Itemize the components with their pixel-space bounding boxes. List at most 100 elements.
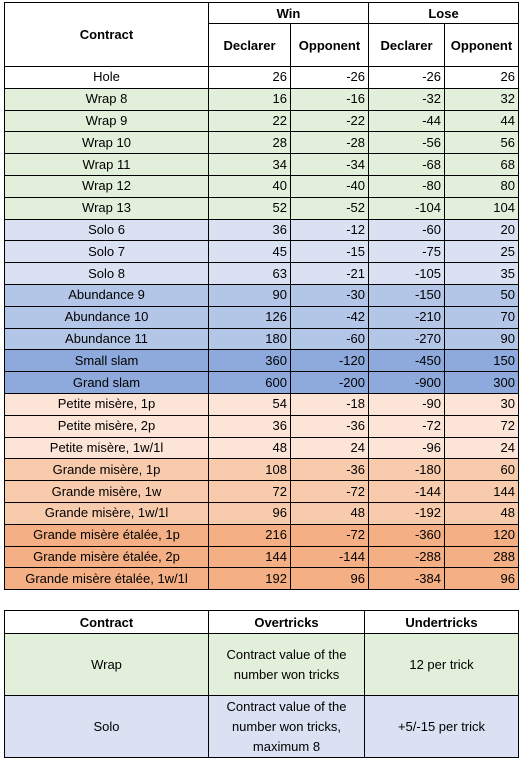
win-declarer-header: Declarer	[208, 23, 291, 67]
lose-declarer-header: Declarer	[368, 23, 445, 67]
tricks-table-body: Wrap Contract value of the number won tri…	[4, 633, 519, 758]
table-row: Wrap 12 40 -40 -80 80	[4, 174, 519, 198]
lose-declarer-value: -72	[368, 414, 445, 438]
win-opponent-value: -120	[290, 349, 369, 373]
win-opponent-value: -16	[290, 87, 369, 111]
lose-opponent-value: 50	[444, 283, 519, 307]
win-declarer-value: 52	[208, 196, 291, 220]
contract-name: Wrap 8	[4, 87, 209, 111]
lose-opponent-value: 80	[444, 174, 519, 198]
lose-declarer-value: -60	[368, 218, 445, 242]
win-declarer-value: 108	[208, 458, 291, 482]
win-declarer-value: 96	[208, 501, 291, 525]
contract-name: Wrap 9	[4, 109, 209, 133]
table-row: Wrap Contract value of the number won tri…	[4, 633, 519, 696]
contract-name: Petite misère, 2p	[4, 414, 209, 438]
lose-opponent-value: 288	[444, 545, 519, 569]
contract-name: Solo 7	[4, 240, 209, 264]
win-declarer-value: 36	[208, 218, 291, 242]
win-opponent-value: -144	[290, 545, 369, 569]
lose-declarer-value: -450	[368, 349, 445, 373]
win-opponent-value: -12	[290, 218, 369, 242]
contract-name: Grande misère étalée, 1w/1l	[4, 567, 209, 591]
table-row: Solo 6 36 -12 -60 20	[4, 218, 519, 242]
contract-name: Wrap 13	[4, 196, 209, 220]
win-declarer-value: 28	[208, 131, 291, 155]
lose-opponent-value: 35	[444, 262, 519, 285]
win-opponent-value: -200	[290, 371, 369, 394]
win-opponent-value: -28	[290, 131, 369, 155]
lose-declarer-value: -105	[368, 262, 445, 285]
table-row: Grande misère étalée, 1p 216 -72 -360 120	[4, 523, 519, 547]
contract-name: Abundance 11	[4, 327, 209, 351]
lose-declarer-value: -80	[368, 174, 445, 198]
win-opponent-value: -34	[290, 153, 369, 176]
win-declarer-value: 72	[208, 480, 291, 503]
win-opponent-value: -60	[290, 327, 369, 351]
contract-name: Grande misère étalée, 2p	[4, 545, 209, 569]
win-declarer-value: 36	[208, 414, 291, 438]
win-opponent-value: -15	[290, 240, 369, 264]
lose-opponent-value: 300	[444, 371, 519, 394]
contract-name: Grande misère, 1p	[4, 458, 209, 482]
contract-name: Wrap 11	[4, 153, 209, 176]
lose-declarer-value: -75	[368, 240, 445, 264]
lose-declarer-value: -56	[368, 131, 445, 155]
table-row: Wrap 8 16 -16 -32 32	[4, 87, 519, 111]
table-row: Grande misère étalée, 1w/1l 192 96 -384 96	[4, 567, 519, 591]
win-declarer-value: 216	[208, 523, 291, 547]
win-declarer-value: 144	[208, 545, 291, 569]
contract-name: Hole	[4, 66, 209, 89]
win-declarer-value: 600	[208, 371, 291, 394]
lose-declarer-value: -32	[368, 87, 445, 111]
contract-name: Wrap 12	[4, 174, 209, 198]
win-opponent-value: -42	[290, 305, 369, 329]
table-row: Grand slam 600 -200 -900 300	[4, 371, 519, 394]
win-opponent-value: 96	[290, 567, 369, 591]
lose-opponent-value: 44	[444, 109, 519, 133]
win-declarer-value: 126	[208, 305, 291, 329]
table-row: Abundance 11 180 -60 -270 90	[4, 327, 519, 351]
lose-opponent-value: 72	[444, 414, 519, 438]
lose-declarer-value: -270	[368, 327, 445, 351]
win-opponent-value: -36	[290, 458, 369, 482]
contract-name: Wrap 10	[4, 131, 209, 155]
lose-opponent-value: 30	[444, 392, 519, 416]
win-declarer-value: 22	[208, 109, 291, 133]
contract-header: Contract	[4, 2, 209, 67]
table-row: Grande misère, 1p 108 -36 -180 60	[4, 458, 519, 482]
lose-opponent-value: 26	[444, 66, 519, 89]
win-declarer-value: 90	[208, 283, 291, 307]
table-row: Grande misère, 1w/1l 96 48 -192 48	[4, 501, 519, 525]
table-row: Hole 26 -26 -26 26	[4, 66, 519, 89]
lose-opponent-value: 120	[444, 523, 519, 547]
table-row: Solo Contract value of the number won tri…	[4, 695, 519, 758]
table-row: Petite misère, 1p 54 -18 -90 30	[4, 392, 519, 416]
table-row: Wrap 11 34 -34 -68 68	[4, 153, 519, 176]
win-header: Win	[208, 2, 369, 24]
win-declarer-value: 45	[208, 240, 291, 264]
win-opponent-value: -36	[290, 414, 369, 438]
lose-declarer-value: -26	[368, 66, 445, 89]
lose-opponent-header: Opponent	[444, 23, 519, 67]
lose-opponent-value: 96	[444, 567, 519, 591]
win-declarer-value: 192	[208, 567, 291, 591]
lose-opponent-value: 144	[444, 480, 519, 503]
table-row: Solo 8 63 -21 -105 35	[4, 262, 519, 285]
win-opponent-value: -22	[290, 109, 369, 133]
overtricks-header: Overtricks	[208, 610, 365, 634]
lose-declarer-value: -104	[368, 196, 445, 220]
contract-name: Petite misère, 1p	[4, 392, 209, 416]
lose-opponent-value: 24	[444, 436, 519, 460]
table-row: Small slam 360 -120 -450 150	[4, 349, 519, 373]
win-declarer-value: 63	[208, 262, 291, 285]
lose-opponent-value: 60	[444, 458, 519, 482]
win-declarer-value: 34	[208, 153, 291, 176]
lose-opponent-value: 32	[444, 87, 519, 111]
win-declarer-value: 48	[208, 436, 291, 460]
lose-opponent-value: 56	[444, 131, 519, 155]
lose-declarer-value: -900	[368, 371, 445, 394]
overtricks-value: Contract value of the number won tricks	[208, 633, 365, 696]
lose-declarer-value: -144	[368, 480, 445, 503]
win-declarer-value: 26	[208, 66, 291, 89]
